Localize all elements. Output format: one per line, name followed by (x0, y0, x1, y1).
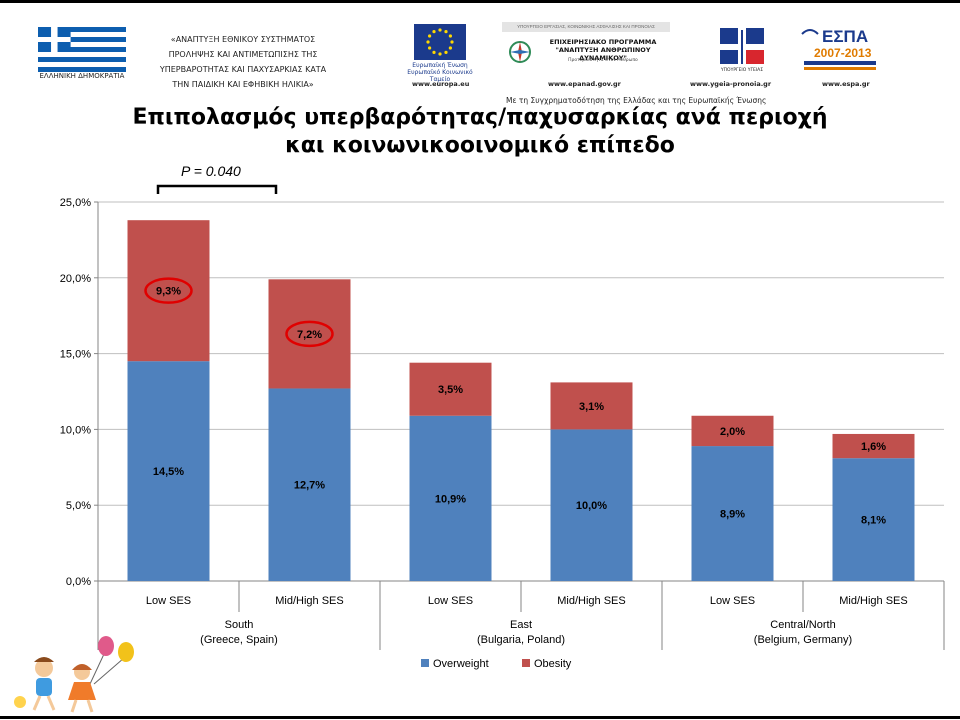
bar-obesity (127, 220, 210, 362)
data-label-obesity: 3,5% (438, 384, 463, 396)
y-tick-label: 20,0% (60, 273, 91, 285)
bar-obesity (550, 382, 633, 430)
bottom-rule (0, 716, 960, 719)
operational-program-logo: ΥΠΟΥΡΓΕΙΟ ΕΡΓΑΣΙΑΣ, ΚΟΙΝΩΝΙΚΗΣ ΑΣΦΑΛΙΣΗΣ… (502, 22, 670, 72)
p-value-label: P = 0.040 (181, 163, 241, 179)
legend-label-overweight: Overweight (433, 658, 489, 670)
group-label: South (225, 619, 254, 631)
data-label-obesity: 2,0% (720, 426, 745, 438)
ministry-url: www.ygeia-pronoia.gr (690, 80, 772, 88)
bar-obesity (691, 415, 774, 447)
y-tick-label: 5,0% (66, 500, 91, 512)
highlight-circle (285, 320, 334, 348)
y-tick-label: 25,0% (60, 197, 91, 209)
legend-label-obesity: Obesity (534, 658, 572, 670)
title-line-2: και κοινωνικοοινομικό επίπεδο (285, 133, 675, 158)
legend-swatch-obesity (522, 659, 530, 667)
legend-swatch-overweight (421, 659, 429, 667)
espa-logo-icon: ΕΣΠΑ 2007-2013 (801, 27, 876, 70)
ministry-caption: ΥΠΟΥΡΓΕΙΟ ΥΓΕΙΑΣ (720, 68, 764, 73)
group-sublabel: (Bulgaria, Poland) (477, 634, 565, 646)
eu-caption: Ευρωπαϊκή Ένωση Ευρωπαϊκό Κοινωνικό Ταμε… (407, 62, 473, 83)
group-label: East (510, 619, 532, 631)
y-tick-label: 10,0% (60, 424, 91, 436)
greek-flag-icon (38, 27, 126, 72)
y-tick-label: 15,0% (60, 349, 91, 361)
bar-overweight (409, 415, 492, 581)
group-sublabel: (Greece, Spain) (200, 634, 278, 646)
kids-with-balloons-icon (14, 636, 134, 713)
data-label-overweight: 10,0% (576, 500, 607, 512)
ministry-health-logo-icon (720, 28, 764, 64)
data-label-overweight: 8,9% (720, 509, 745, 521)
bar-overweight (691, 446, 774, 581)
x-tick-label: Mid/High SES (839, 595, 907, 607)
x-tick-label: Mid/High SES (557, 595, 625, 607)
data-label-obesity: 1,6% (861, 441, 886, 453)
espa-word: ΕΣΠΑ (822, 27, 868, 46)
y-tick-label: 0,0% (66, 576, 91, 588)
data-label-obesity: 7,2% (297, 329, 322, 341)
x-tick-label: Mid/High SES (275, 595, 343, 607)
highlight-circle (144, 277, 193, 304)
data-label-overweight: 8,1% (861, 515, 886, 527)
x-tick-label: Low SES (146, 595, 191, 607)
ep-url: www.epanad.gov.gr (548, 80, 621, 88)
header-banner: ΕΛΛΗΝΙΚΗ ΔΗΜΟΚΡΑΤΙΑ «ΑΝΑΠΤΥΞΗ ΕΘΝΙΚΟΥ ΣΥ… (0, 0, 960, 110)
p-value-bracket (156, 184, 278, 194)
title-line-1: Επιπολασμός υπερβαρότητας/παχυσαρκίας αν… (132, 105, 828, 130)
data-label-overweight: 12,7% (294, 480, 325, 492)
bar-overweight (268, 388, 351, 581)
espa-years: 2007-2013 (814, 46, 872, 60)
data-label-overweight: 10,9% (435, 493, 466, 505)
bar-overweight (127, 361, 210, 581)
cofunding-note: Με τη Συγχρηματοδότηση της Ελλάδας και τ… (506, 96, 767, 105)
flag-caption: ΕΛΛΗΝΙΚΗ ΔΗΜΟΚΡΑΤΙΑ (39, 72, 125, 80)
bar-overweight (832, 458, 915, 581)
data-label-overweight: 14,5% (153, 466, 184, 478)
group-label: Central/North (770, 619, 835, 631)
x-tick-label: Low SES (710, 595, 755, 607)
x-tick-label: Low SES (428, 595, 473, 607)
top-rule (0, 0, 960, 3)
bar-overweight (550, 429, 633, 581)
bar-obesity (832, 433, 915, 459)
eu-flag-icon (414, 24, 466, 60)
bar-obesity (409, 362, 492, 416)
slide-title: Επιπολασμός υπερβαρότητας/παχυσαρκίας αν… (60, 104, 900, 160)
espa-url: www.espa.gr (822, 80, 870, 88)
data-label-obesity: 9,3% (156, 286, 181, 298)
group-sublabel: (Belgium, Germany) (754, 634, 852, 646)
data-label-obesity: 3,1% (579, 401, 604, 413)
eu-url: www.europa.eu (412, 80, 470, 88)
bar-obesity (268, 279, 351, 389)
program-title: «ΑΝΑΠΤΥΞΗ ΕΘΝΙΚΟΥ ΣΥΣΤΗΜΑΤΟΣ ΠΡΟΛΗΨΗΣ ΚΑ… (159, 35, 327, 89)
compass-emblem-icon (509, 41, 531, 63)
